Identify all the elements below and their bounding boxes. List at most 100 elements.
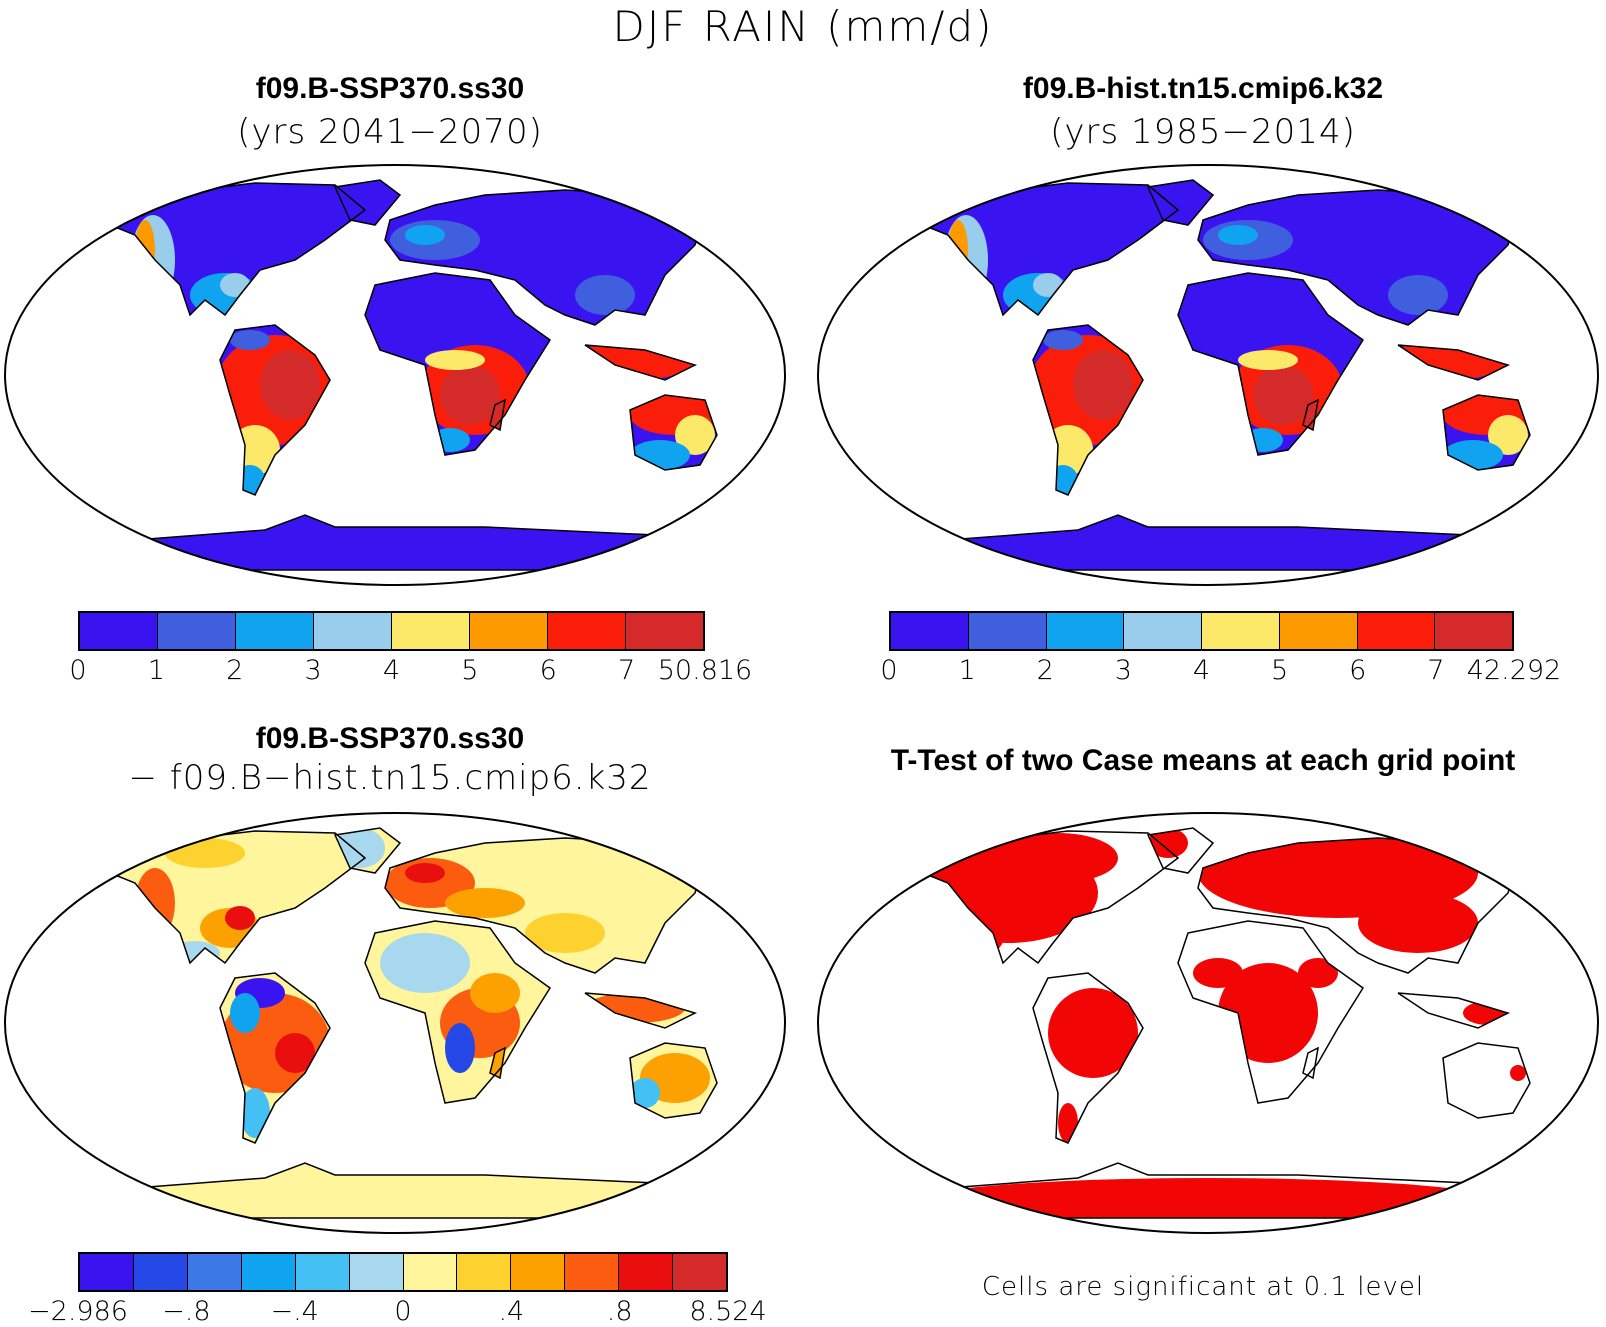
colorbar-swatch [158, 613, 236, 649]
colorbar-swatch [236, 613, 314, 649]
colorbar-tick-label: 0 [69, 655, 87, 686]
colorbar-tick-label: 2 [226, 655, 244, 686]
panel2-colorbar [889, 611, 1514, 651]
colorbar-swatch [80, 1254, 134, 1290]
colorbar-swatch [392, 613, 470, 649]
coastline-indonesia [584, 992, 698, 1029]
colorbar-tick-label: 6 [1349, 655, 1367, 686]
coastline-madagascar [1302, 1046, 1319, 1080]
precip-region [230, 330, 270, 350]
coastline-eurasia [1197, 189, 1519, 326]
panel2-title: f09.B-hist.tn15.cmip6.k32 [1022, 72, 1384, 105]
figure-title: DJF RAIN (mm/d) [612, 2, 994, 51]
colorbar-swatch [673, 1254, 727, 1290]
precip-region [1253, 365, 1313, 425]
coastline-madagascar [489, 1046, 506, 1080]
colorbar-swatch [1279, 613, 1358, 649]
diff-region [240, 1088, 270, 1138]
diff-region [275, 1033, 315, 1073]
panel3-map [4, 812, 786, 1234]
diff-region [630, 1078, 660, 1108]
significant-region [1148, 828, 1188, 858]
colorbar-tick-label: .8 [606, 1296, 633, 1327]
colorbar-swatch [1202, 613, 1280, 649]
land-antarctica [135, 1163, 655, 1218]
precip-region [425, 350, 485, 370]
land-antarctica [135, 515, 655, 570]
panel3-colorbar [78, 1252, 728, 1292]
panel1-colorbar [78, 611, 705, 651]
colorbar-swatch [403, 1254, 458, 1290]
precip-region [1073, 350, 1133, 420]
map-border [4, 164, 786, 586]
coastline-namerica [98, 182, 367, 317]
precip-region [1043, 330, 1083, 350]
colorbar-tick-label: 5 [461, 655, 479, 686]
coastline-africa [364, 272, 552, 456]
precip-region [1218, 225, 1258, 245]
colorbar-swatch [314, 613, 392, 649]
colorbar-tick-label: −.8 [162, 1296, 211, 1327]
colorbar-swatch [80, 613, 158, 649]
panel1-subtitle: (yrs 2041−2070) [237, 112, 543, 152]
colorbar-swatch [1046, 613, 1125, 649]
significant-region [1358, 893, 1478, 953]
coastline-australia [629, 1042, 718, 1119]
land-namerica [100, 183, 365, 315]
coastline-samerica [1032, 324, 1144, 496]
colorbar-tick-label: −.4 [270, 1296, 319, 1327]
colorbar-tick-label: 1 [958, 655, 976, 686]
coastline-australia [1442, 394, 1531, 471]
colorbar-tick-label: 5 [1271, 655, 1289, 686]
coastline-indonesia [1397, 992, 1511, 1029]
colorbar-swatch [968, 613, 1047, 649]
precip-region [575, 275, 635, 315]
colorbar-tick-label: 2 [1036, 655, 1054, 686]
colorbar-tick-label: 8.524 [689, 1296, 767, 1327]
panel4-title: T-Test of two Case means at each grid po… [890, 744, 1516, 777]
precip-region [1388, 275, 1448, 315]
panel4-map [817, 812, 1599, 1234]
coastline-antarctica [946, 514, 1469, 571]
panel1-map [4, 164, 786, 586]
colorbar-swatch [548, 613, 626, 649]
map-border [4, 812, 786, 1234]
panel1-title: f09.B-SSP370.ss30 [255, 72, 525, 105]
colorbar-swatch [470, 613, 548, 649]
colorbar-tick-label: 42.292 [1466, 655, 1562, 686]
colorbar-swatch [1435, 613, 1512, 649]
colorbar-tick-label: .4 [498, 1296, 525, 1327]
panel2-map [817, 164, 1599, 586]
colorbar-swatch [619, 1254, 674, 1290]
panel4-footnote: Cells are significant at 0.1 level [981, 1272, 1425, 1302]
coastline-greenland [1146, 827, 1215, 874]
colorbar-swatch [565, 1254, 620, 1290]
coastline-namerica [911, 182, 1180, 317]
coastline-namerica [98, 830, 367, 965]
significant-region [1048, 988, 1138, 1078]
colorbar-swatch [1357, 613, 1436, 649]
diff-region [225, 906, 255, 930]
colorbar-swatch [891, 613, 969, 649]
significant-region [1193, 958, 1243, 988]
land-australia [1443, 1043, 1530, 1118]
coastline-samerica [1032, 972, 1144, 1144]
diff-region [525, 913, 605, 953]
coastline-australia [629, 394, 718, 471]
diff-region [165, 838, 245, 868]
coastline-antarctica [946, 1162, 1469, 1219]
map-border [817, 164, 1599, 586]
diff-region [380, 933, 470, 993]
panel3-title: f09.B-SSP370.ss30 [255, 722, 525, 755]
colorbar-swatch [241, 1254, 296, 1290]
colorbar-swatch [457, 1254, 512, 1290]
colorbar-tick-label: 4 [382, 655, 401, 686]
colorbar-tick-label: 50.816 [657, 655, 753, 686]
coastline-antarctica [133, 514, 656, 571]
coastline-eurasia [384, 837, 706, 974]
map-border [817, 812, 1599, 1234]
colorbar-tick-label: 3 [304, 655, 322, 686]
coastline-australia [1442, 1042, 1531, 1119]
diff-region [445, 1023, 475, 1073]
significant-region [948, 1178, 1468, 1218]
